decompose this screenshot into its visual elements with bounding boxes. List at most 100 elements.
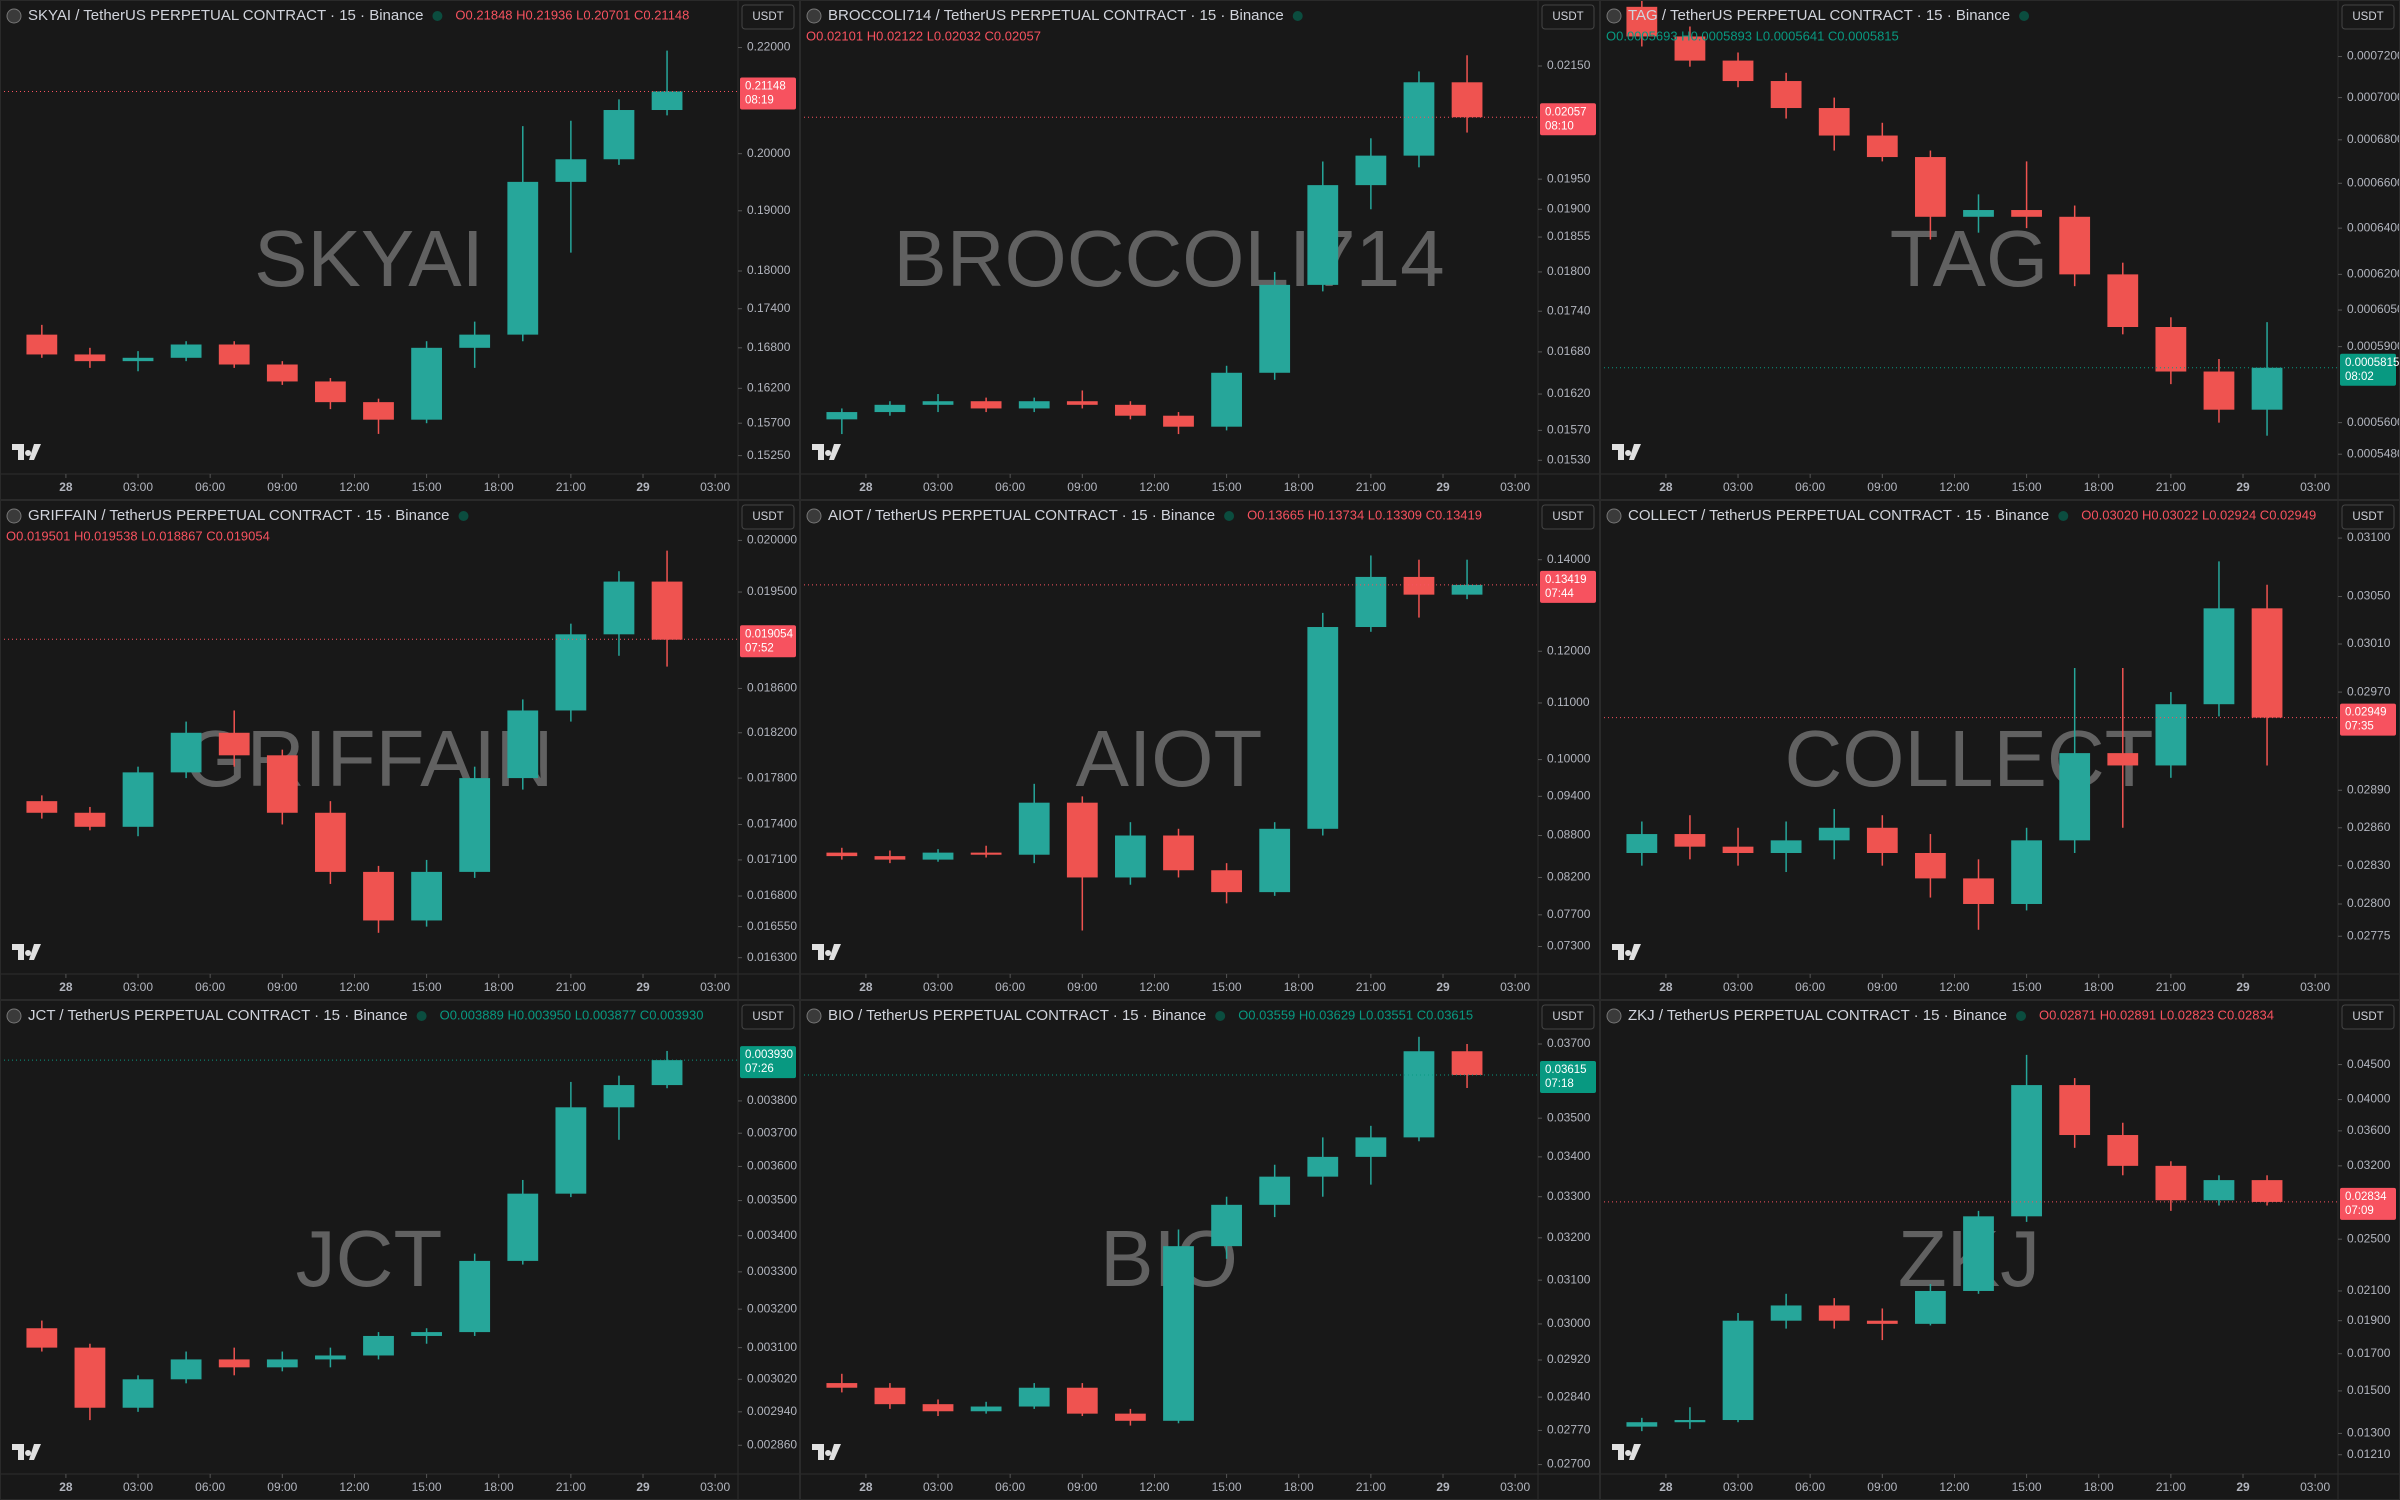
candle-body bbox=[2203, 608, 2235, 705]
candle-body bbox=[1163, 835, 1194, 871]
x-tick-label: 12:00 bbox=[339, 480, 369, 494]
x-tick-label: 29 bbox=[636, 480, 650, 494]
candle-body bbox=[922, 401, 954, 405]
x-tick-label: 15:00 bbox=[412, 480, 442, 494]
symbol-icon bbox=[6, 1008, 22, 1024]
x-tick-label: 28 bbox=[59, 980, 73, 994]
x-tick-label: 09:00 bbox=[1067, 480, 1097, 494]
currency-label[interactable]: USDT bbox=[752, 11, 783, 23]
candle-body bbox=[1115, 404, 1146, 416]
candle-body bbox=[507, 181, 539, 335]
candle-body bbox=[1451, 584, 1483, 595]
watermark: TAG bbox=[1890, 214, 2049, 303]
candle-body bbox=[315, 381, 346, 403]
last-price-tag bbox=[740, 625, 796, 658]
panel-background bbox=[800, 500, 1599, 999]
currency-box[interactable] bbox=[741, 1004, 795, 1030]
y-tick-label: 0.002860 bbox=[747, 1437, 797, 1451]
x-tick-label: 12:00 bbox=[1939, 1480, 1969, 1494]
currency-label[interactable]: USDT bbox=[1552, 11, 1583, 23]
currency-label[interactable]: USDT bbox=[2352, 1011, 2383, 1023]
x-tick-label: 18:00 bbox=[484, 1480, 514, 1494]
y-tick-label: 0.15250 bbox=[747, 448, 791, 462]
symbol-icon bbox=[6, 508, 22, 524]
y-tick-label: 0.01530 bbox=[1547, 452, 1591, 466]
countdown: 07:52 bbox=[745, 642, 774, 654]
currency-box[interactable] bbox=[1541, 1004, 1595, 1030]
x-tick-label: 15:00 bbox=[2012, 980, 2042, 994]
currency-label[interactable]: USDT bbox=[752, 1011, 783, 1023]
countdown: 08:19 bbox=[745, 95, 774, 107]
candle-body bbox=[507, 1193, 539, 1261]
ohlc-values: O0.21848 H0.21936 L0.20701 C0.21148 bbox=[455, 7, 689, 22]
x-tick-label: 09:00 bbox=[1067, 980, 1097, 994]
currency-box[interactable] bbox=[2341, 504, 2395, 530]
y-tick-label: 0.08200 bbox=[1547, 870, 1591, 884]
chart-panel: 0.03700 0.03500 0.03400 0.03300 0.03200 0.031… bbox=[799, 999, 1601, 1500]
y-tick-label: 0.02800 bbox=[2347, 896, 2391, 910]
tv-logo bbox=[12, 444, 41, 460]
last-price-label: 0.003930 bbox=[745, 1049, 793, 1061]
ohlc-values: O0.03559 H0.03629 L0.03551 C0.03615 bbox=[1238, 1007, 1473, 1022]
chart-panel: 0.0007200 0.0007000 0.0006800 0.0006600 0.00… bbox=[1599, 0, 2400, 501]
candle-body bbox=[1770, 840, 1802, 853]
candle-body bbox=[1963, 1216, 1994, 1291]
candle-body bbox=[1403, 576, 1435, 595]
x-tick-label: 03:00 bbox=[700, 980, 730, 994]
x-tick-label: 15:00 bbox=[2012, 1480, 2042, 1494]
x-tick-label: 06:00 bbox=[1795, 980, 1825, 994]
candle-body bbox=[1066, 1387, 1098, 1414]
currency-label[interactable]: USDT bbox=[1552, 1011, 1583, 1023]
candle-body bbox=[1674, 1420, 1706, 1423]
y-tick-label: 0.002940 bbox=[747, 1404, 797, 1418]
x-tick-label: 21:00 bbox=[1356, 1480, 1386, 1494]
candle-body bbox=[1115, 835, 1146, 878]
status-dot bbox=[1292, 11, 1303, 21]
currency-box[interactable] bbox=[2341, 1004, 2395, 1030]
candle-body bbox=[1259, 1176, 1291, 1205]
candle-body bbox=[315, 1355, 346, 1360]
tv-logo bbox=[1612, 1444, 1641, 1460]
x-tick-label: 18:00 bbox=[1284, 480, 1314, 494]
currency-box[interactable] bbox=[741, 4, 795, 30]
y-tick-label: 0.01740 bbox=[1547, 303, 1591, 317]
y-tick-label: 0.02150 bbox=[1547, 58, 1591, 72]
currency-box[interactable] bbox=[1541, 4, 1595, 30]
candle-body bbox=[1818, 827, 1850, 841]
candle-body bbox=[651, 581, 683, 640]
currency-label[interactable]: USDT bbox=[2352, 511, 2383, 523]
candle-body bbox=[2011, 840, 2042, 904]
y-tick-label: 0.016800 bbox=[747, 888, 797, 902]
last-price-tag bbox=[1540, 570, 1596, 603]
currency-label[interactable]: USDT bbox=[752, 511, 783, 523]
panel-border bbox=[1599, 999, 2400, 1500]
candle-body bbox=[1722, 846, 1754, 853]
last-price-tag bbox=[1540, 103, 1596, 136]
symbol-icon bbox=[6, 8, 22, 24]
y-tick-label: 0.08800 bbox=[1547, 828, 1591, 842]
candle-body bbox=[1626, 834, 1658, 853]
candle-body bbox=[266, 755, 298, 813]
x-tick-label: 15:00 bbox=[412, 980, 442, 994]
x-tick-label: 15:00 bbox=[2012, 480, 2042, 494]
chart-title: JCT / TetherUS PERPETUAL CONTRACT · 15 ·… bbox=[28, 1007, 408, 1024]
tv-logo bbox=[812, 1444, 841, 1460]
candle-body bbox=[970, 1406, 1002, 1412]
candle-body bbox=[1018, 802, 1050, 855]
currency-box[interactable] bbox=[1541, 504, 1595, 530]
candle-body bbox=[1211, 870, 1242, 893]
x-tick-label: 21:00 bbox=[556, 980, 586, 994]
chart-panel: 0.02150 0.01950 0.01900 0.01855 0.01800 0.017… bbox=[799, 0, 1601, 501]
candle-body bbox=[1163, 1246, 1194, 1421]
x-tick-label: 03:00 bbox=[1500, 1480, 1530, 1494]
y-tick-label: 0.0007200 bbox=[2347, 49, 2400, 63]
currency-label[interactable]: USDT bbox=[2352, 11, 2383, 23]
y-tick-label: 0.02500 bbox=[2347, 1231, 2391, 1245]
y-tick-label: 0.003500 bbox=[747, 1193, 797, 1207]
last-price-tag bbox=[2340, 1187, 2396, 1220]
candle-body bbox=[1915, 852, 1946, 879]
candle-body bbox=[1066, 401, 1098, 405]
currency-box[interactable] bbox=[741, 504, 795, 530]
currency-label[interactable]: USDT bbox=[1552, 511, 1583, 523]
currency-box[interactable] bbox=[2341, 4, 2395, 30]
